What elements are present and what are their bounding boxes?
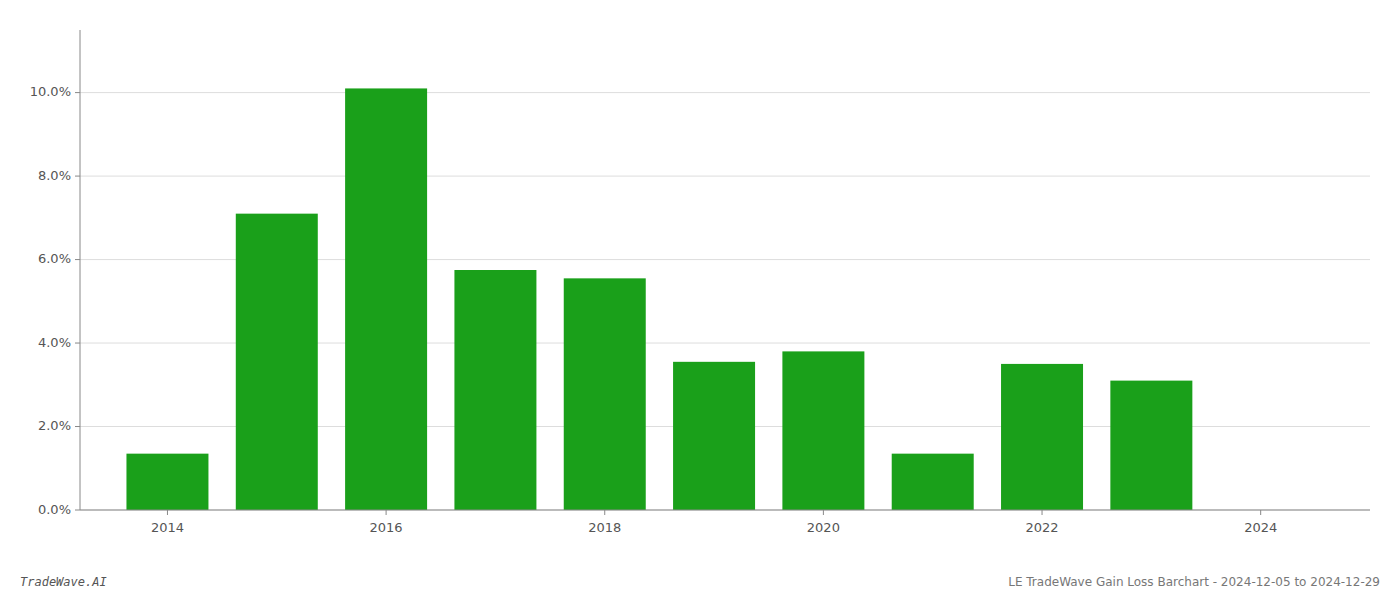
x-tick — [823, 510, 824, 515]
y-axis: 0.0% 2.0% 4.0% 6.0% 8.0% 10.0% — [30, 30, 80, 517]
y-tick — [75, 426, 80, 427]
x-tick-label: 2022 — [1025, 520, 1058, 535]
y-tick-label: 4.0% — [38, 335, 71, 350]
bar — [1001, 364, 1083, 510]
x-tick-label: 2018 — [588, 520, 621, 535]
bar — [236, 214, 318, 510]
bar — [673, 362, 755, 510]
grid-line — [80, 92, 1370, 93]
x-tick-label: 2020 — [807, 520, 840, 535]
annotations: TradeWave.AI LE TradeWave Gain Loss Barch… — [20, 575, 1380, 589]
page: {"chart_data": {"type": "bar", "x": [201… — [0, 0, 1400, 600]
x-axis: 2014 2016 2018 2020 2022 2024 — [80, 510, 1370, 535]
bar — [1110, 381, 1192, 510]
x-tick-label: 2014 — [151, 520, 184, 535]
y-tick — [75, 343, 80, 344]
bar — [782, 351, 864, 510]
grid — [80, 93, 1370, 510]
bar — [892, 454, 974, 510]
y-tick-label: 2.0% — [38, 418, 71, 433]
caption: LE TradeWave Gain Loss Barchart - 2024-1… — [1008, 575, 1380, 589]
x-tick — [167, 510, 168, 515]
x-tick-label: 2024 — [1244, 520, 1277, 535]
grid-line — [80, 510, 1370, 511]
y-tick — [75, 92, 80, 93]
x-tick — [386, 510, 387, 515]
x-tick — [1042, 510, 1043, 515]
grid-line — [80, 176, 1370, 177]
bars — [126, 88, 1192, 510]
x-tick-label: 2016 — [370, 520, 403, 535]
credit: TradeWave.AI — [20, 575, 107, 589]
chart: 0.0% 2.0% 4.0% 6.0% 8.0% 10.0% 2014 2016 2018 202… — [0, 0, 1400, 600]
y-tick — [75, 510, 80, 511]
bar — [454, 270, 536, 510]
bar — [564, 278, 646, 510]
x-axis-line — [80, 510, 1370, 511]
x-tick — [1260, 510, 1261, 515]
y-tick-label: 10.0% — [30, 84, 71, 99]
x-tick — [604, 510, 605, 515]
y-tick — [75, 259, 80, 260]
y-tick-label: 8.0% — [38, 168, 71, 183]
bar — [345, 88, 427, 510]
bar — [126, 454, 208, 510]
y-tick — [75, 176, 80, 177]
y-axis-line — [80, 30, 81, 510]
y-tick-label: 6.0% — [38, 251, 71, 266]
y-tick-label: 0.0% — [38, 502, 71, 517]
